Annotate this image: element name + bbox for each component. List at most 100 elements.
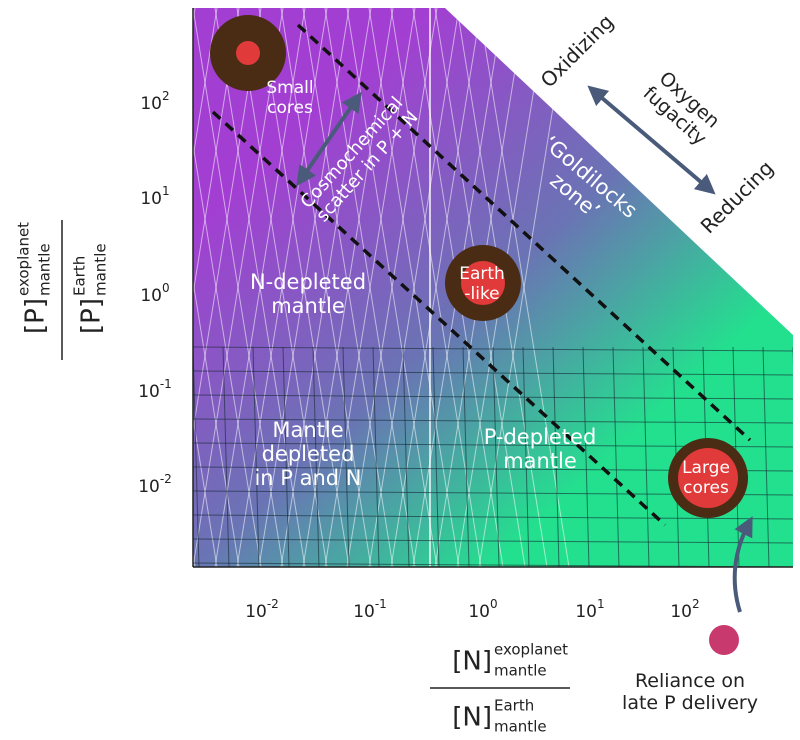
label-line: cores bbox=[683, 478, 729, 498]
superscript: exoplanet bbox=[15, 222, 33, 296]
grid-v bbox=[222, 346, 230, 567]
hatch bbox=[346, 8, 438, 567]
y-axis-label: [P]exoplanet mantle[P]Earth mantle bbox=[15, 220, 110, 360]
late-delivery-dot bbox=[709, 625, 739, 655]
symbol: [N] bbox=[452, 703, 492, 733]
label-line: Mantle bbox=[272, 418, 343, 442]
tick-exponent: -1 bbox=[160, 377, 172, 391]
tick-exponent: 1 bbox=[597, 597, 605, 611]
grid-v bbox=[282, 346, 290, 567]
subscript: mantle bbox=[92, 243, 110, 296]
grid-v bbox=[432, 346, 440, 567]
grid-v bbox=[372, 346, 380, 567]
tick-label: 10-2 bbox=[245, 597, 279, 623]
label-line: mantle bbox=[271, 294, 345, 318]
label-line: Small bbox=[266, 78, 313, 98]
hatch bbox=[193, 8, 218, 567]
fugacity-arrow bbox=[587, 85, 716, 195]
grid-v bbox=[492, 346, 500, 567]
hatch bbox=[193, 8, 240, 567]
region-label: Earth -like bbox=[459, 264, 505, 304]
grid-h bbox=[193, 346, 793, 352]
label-line: Reliance on bbox=[635, 670, 745, 692]
hatch bbox=[193, 8, 262, 567]
tick-exponent: 0 bbox=[490, 597, 498, 611]
reducing-label: Reducing bbox=[696, 156, 778, 238]
tick-exponent: 0 bbox=[162, 281, 170, 295]
label-line: late P delivery bbox=[622, 691, 758, 713]
tick-base: 10 bbox=[575, 602, 597, 622]
tick-label: 102 bbox=[140, 89, 169, 115]
scatter-arrow bbox=[296, 91, 362, 187]
grid-v bbox=[792, 346, 793, 567]
grid-v bbox=[762, 346, 770, 567]
label-line: N-depleted bbox=[250, 270, 366, 294]
region-label: Large cores bbox=[682, 458, 730, 498]
grid-v bbox=[522, 346, 530, 567]
core bbox=[461, 261, 505, 305]
hatch bbox=[368, 8, 460, 567]
subscript: mantle bbox=[494, 718, 547, 736]
tick-exponent: 2 bbox=[692, 597, 700, 611]
core bbox=[678, 448, 738, 508]
hatch bbox=[214, 8, 306, 567]
tick-base: 10 bbox=[468, 602, 490, 622]
superscript: Earth bbox=[71, 256, 89, 296]
label-line: -like bbox=[464, 284, 499, 304]
tick-label: 102 bbox=[670, 597, 699, 623]
tick-base: 10 bbox=[140, 189, 162, 209]
tick-base: 10 bbox=[353, 602, 375, 622]
region-label: Mantle depleted in P and N bbox=[254, 418, 361, 490]
tick-base: 10 bbox=[140, 286, 162, 306]
subscript: mantle bbox=[494, 662, 547, 680]
symbol: [P] bbox=[21, 298, 51, 334]
label-line: mantle bbox=[503, 449, 577, 473]
tick-label: 101 bbox=[575, 597, 604, 623]
hatch bbox=[193, 8, 218, 567]
grid-v bbox=[342, 346, 350, 567]
tick-exponent: 2 bbox=[162, 89, 170, 103]
tick-label: 101 bbox=[140, 184, 169, 210]
grid-h bbox=[193, 418, 793, 424]
grid-h bbox=[193, 370, 793, 376]
label-line: depleted bbox=[262, 442, 355, 466]
label-line: Earth bbox=[459, 264, 505, 284]
region-label: Small cores bbox=[266, 78, 313, 118]
grid-h bbox=[193, 514, 793, 520]
tick-exponent: 1 bbox=[162, 184, 170, 198]
late-delivery-label: Reliance on late P delivery bbox=[622, 670, 758, 714]
tick-label: 10-1 bbox=[353, 597, 387, 623]
tick-label: 100 bbox=[468, 597, 497, 623]
tick-label: 100 bbox=[140, 281, 169, 307]
tick-label: 10-1 bbox=[138, 377, 172, 403]
grid-v bbox=[642, 346, 650, 567]
label-line: P-depleted bbox=[484, 425, 597, 449]
tick-exponent: -2 bbox=[160, 472, 172, 486]
hatch bbox=[302, 8, 394, 567]
grid-v bbox=[462, 346, 470, 567]
grid-v bbox=[312, 346, 320, 567]
hatch bbox=[193, 8, 284, 567]
superscript: Earth bbox=[494, 697, 534, 715]
label-line: in P and N bbox=[254, 466, 361, 490]
grid-v bbox=[193, 346, 200, 567]
grid-v bbox=[252, 346, 260, 567]
grid-v bbox=[402, 346, 410, 567]
fugacity-label: Oxygenfugacity bbox=[639, 66, 725, 150]
core bbox=[236, 41, 260, 65]
grid-v bbox=[552, 346, 560, 567]
grid-v bbox=[612, 346, 620, 567]
dashed-boundary bbox=[296, 23, 752, 442]
symbol: [N] bbox=[452, 647, 492, 677]
tick-base: 10 bbox=[245, 602, 267, 622]
region-label: P-depleted mantle bbox=[484, 425, 597, 473]
subscript: mantle bbox=[36, 243, 54, 296]
tick-base: 10 bbox=[138, 382, 160, 402]
grid-v bbox=[582, 346, 590, 567]
region-label: N-depleted mantle bbox=[250, 270, 366, 318]
tick-base: 10 bbox=[138, 477, 160, 497]
label-line: Large bbox=[682, 458, 730, 478]
grid-h bbox=[193, 394, 793, 400]
grid-h bbox=[193, 538, 793, 544]
